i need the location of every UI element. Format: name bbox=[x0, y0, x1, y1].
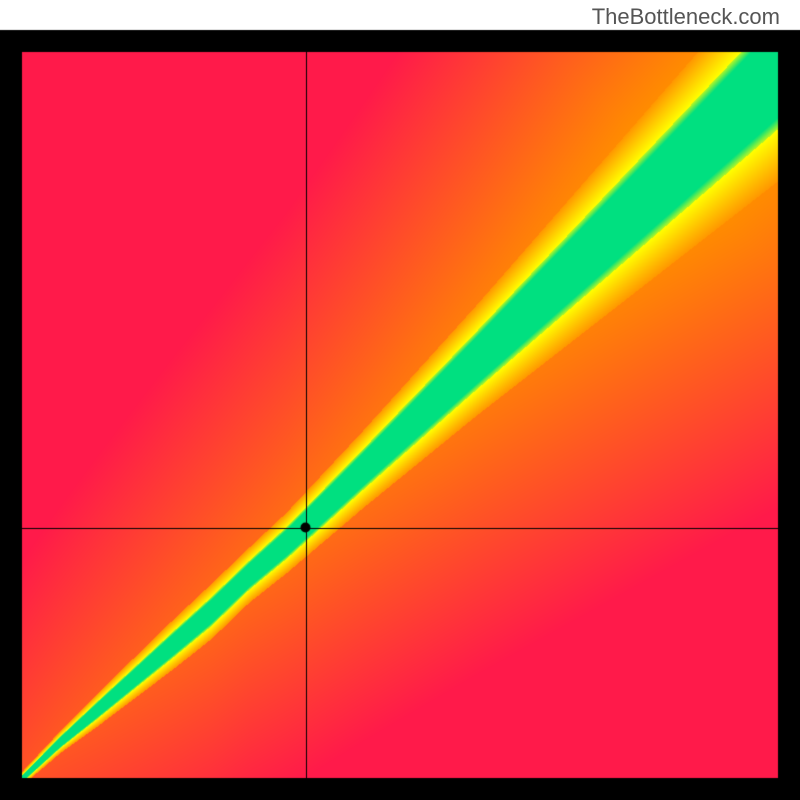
heatmap-canvas bbox=[0, 0, 800, 800]
watermark-text: TheBottleneck.com bbox=[592, 4, 780, 30]
chart-container: TheBottleneck.com bbox=[0, 0, 800, 800]
